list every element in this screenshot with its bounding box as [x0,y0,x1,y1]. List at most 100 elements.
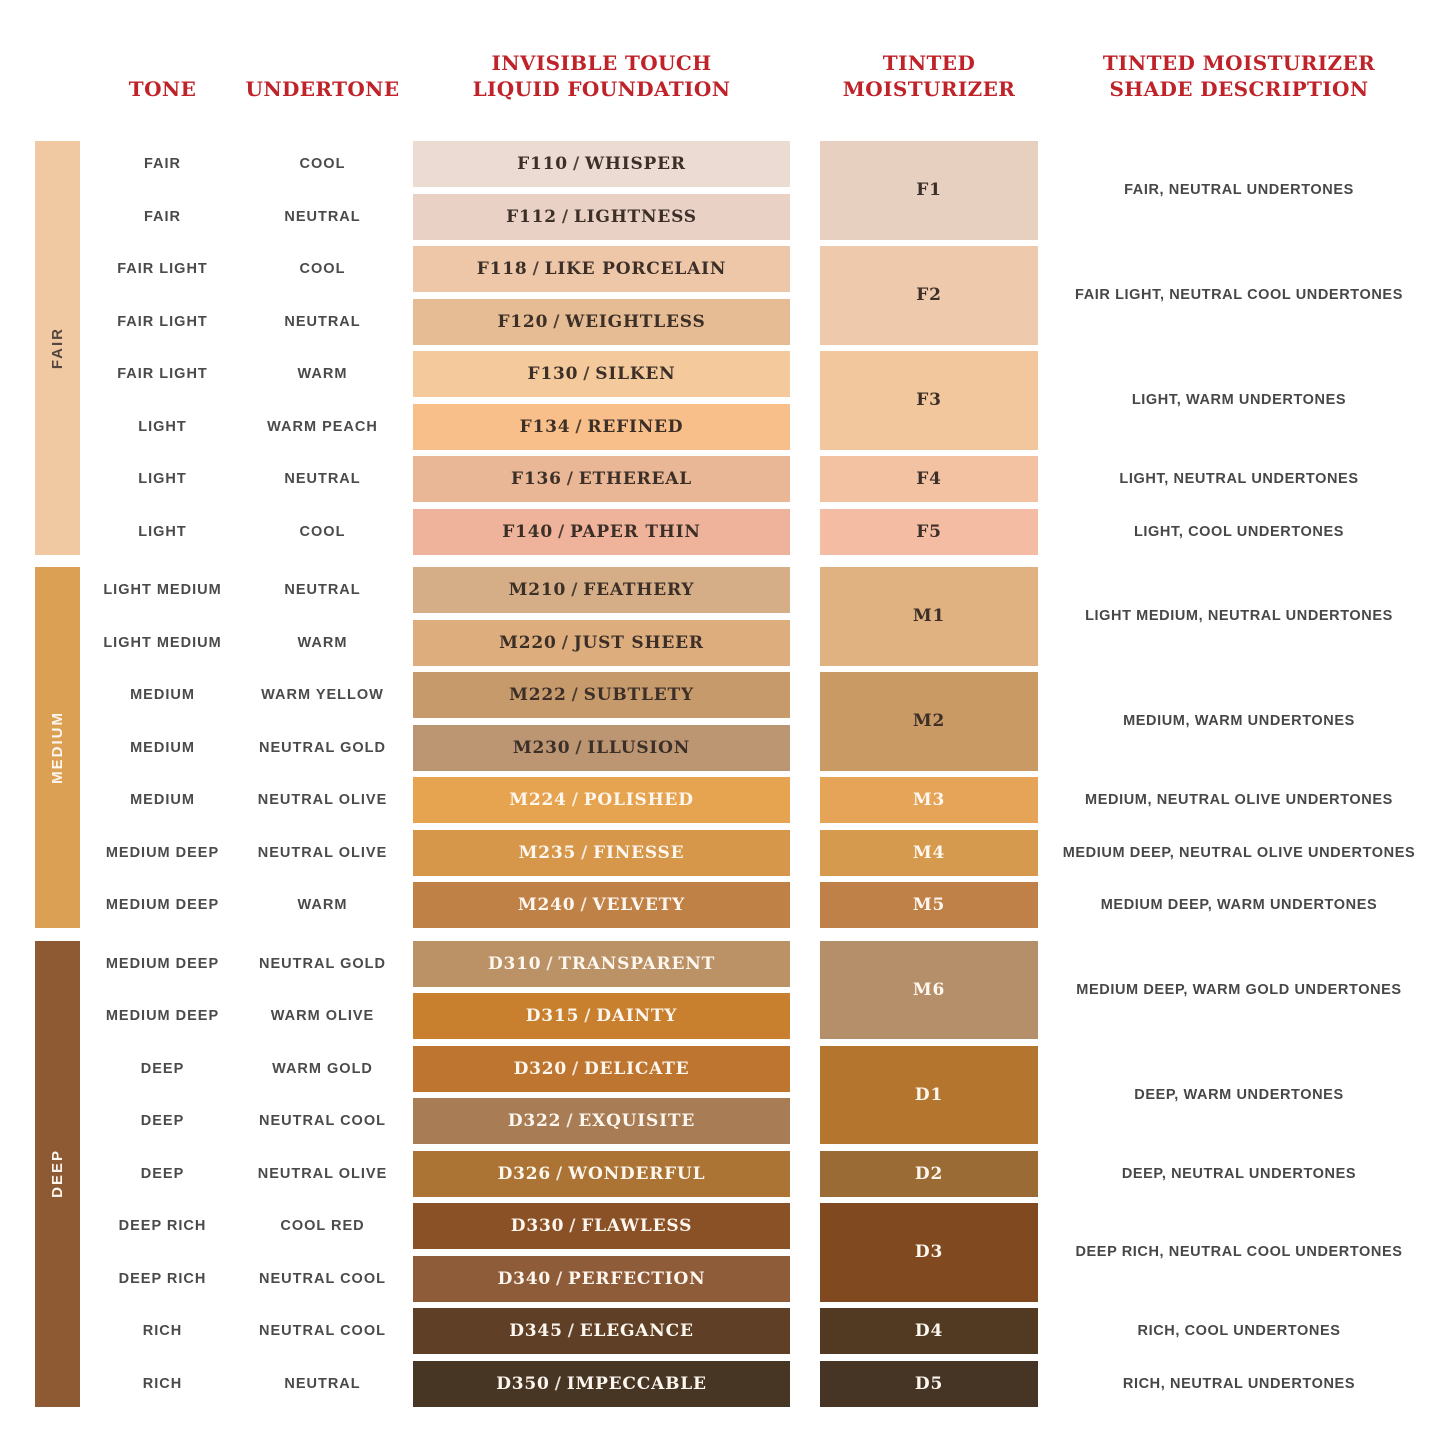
foundation-shade-code: M224 [509,790,567,810]
undertone-label: NEUTRAL [284,582,361,598]
shade-separator: / [572,1058,580,1079]
foundation-shade-name: PAPER THIN [570,521,701,542]
shade-separator: / [569,1216,577,1236]
undertone-cell: WARM [245,351,400,397]
shade-description: LIGHT MEDIUM, NEUTRAL UNDERTONES [1085,608,1393,625]
tone-cell: LIGHT [85,404,240,450]
foundation-shade-code: F110 [517,154,568,174]
undertone-label: COOL RED [280,1218,365,1234]
undertone-cell: COOL RED [245,1203,400,1249]
foundation-shade-name: VELVETY [592,895,686,915]
foundation-shade-code: M240 [517,895,576,915]
column-header-shade-description-line2: SHADE DESCRIPTION [1109,77,1369,101]
tone-label: MEDIUM DEEP [105,955,220,972]
foundation-swatch: F140/PAPER THIN [413,508,790,555]
shade-separator: / [561,206,569,227]
foundation-shade-name: SILKEN [595,364,676,384]
foundation-shade-name: ILLUSION [587,737,691,758]
foundation-swatch: F134/REFINED [413,403,790,450]
undertone-cell: NEUTRAL COOL [245,1256,400,1302]
tone-cell: MEDIUM DEEP [85,941,240,987]
tone-cell: LIGHT MEDIUM [85,620,240,666]
foundation-swatch: D326/WONDERFUL [413,1150,790,1197]
undertone-label: NEUTRAL COOL [259,1323,386,1339]
undertone-label: WARM YELLOW [261,687,384,703]
moisturizer-swatch: F3 [820,351,1038,450]
undertone-cell: WARM [245,620,400,666]
undertone-cell: NEUTRAL [245,1361,400,1407]
shade-description: DEEP, WARM UNDERTONES [1134,1086,1344,1103]
undertone-cell: NEUTRAL [245,567,400,613]
foundation-shade-name: LIGHTNESS [573,206,697,227]
moisturizer-swatch: F2 [820,246,1038,345]
tone-cell: LIGHT [85,456,240,502]
foundation-swatch: F130/SILKEN [413,351,790,397]
undertone-label: NEUTRAL [284,1375,361,1392]
moisturizer-shade-code: D5 [914,1373,944,1394]
foundation-shade-code: M230 [512,737,571,758]
shade-separator: / [567,1321,575,1341]
undertone-label: COOL [299,156,346,172]
moisturizer-swatch: D2 [820,1150,1038,1197]
undertone-cell: NEUTRAL GOLD [245,941,400,987]
column-header-tinted-moisturizer-line1: TINTED [882,51,976,75]
shade-description-cell: MEDIUM DEEP, WARM GOLD UNDERTONES [1058,941,1420,1040]
shade-separator: / [566,1111,574,1131]
tone-cell: MEDIUM [85,725,240,771]
shade-description-cell: LIGHT MEDIUM, NEUTRAL UNDERTONES [1058,567,1420,666]
foundation-swatch: M235/FINESSE [413,829,790,876]
tone-label: FAIR LIGHT [117,366,208,382]
shade-description: MEDIUM, NEUTRAL OLIVE UNDERTONES [1085,792,1393,808]
tone-label: LIGHT MEDIUM [103,634,222,651]
undertone-cell: NEUTRAL GOLD [245,725,400,771]
tone-cell: MEDIUM DEEP [85,993,240,1039]
sidebar-group-medium: MEDIUM [35,567,80,928]
foundation-shade-name: WEIGHTLESS [565,311,706,332]
moisturizer-swatch: F1 [820,141,1038,240]
undertone-label: WARM [297,366,348,382]
shade-separator: / [580,895,588,915]
foundation-shade-code: D310 [487,953,542,974]
shade-description: LIGHT, NEUTRAL UNDERTONES [1119,471,1359,487]
undertone-label: NEUTRAL COOL [259,1113,386,1129]
shade-description: LIGHT, COOL UNDERTONES [1133,523,1345,540]
tone-label: FAIR LIGHT [117,313,208,330]
foundation-swatch: M210/FEATHERY [413,567,790,613]
tone-label: DEEP RICH [118,1270,207,1287]
foundation-shade-name: SUBTLETY [583,685,694,705]
tone-label: MEDIUM [130,792,195,808]
column-header-tinted-moisturizer: TINTED MOISTURIZER [820,50,1038,102]
tone-cell: RICH [85,1361,240,1407]
moisturizer-swatch: M4 [820,829,1038,876]
foundation-shade-code: D315 [525,1006,580,1026]
tone-label: FAIR [143,208,182,225]
shade-separator: / [532,259,540,279]
moisturizer-swatch: M2 [820,672,1038,771]
undertone-label: NEUTRAL GOLD [259,955,386,972]
tone-label: RICH [142,1375,183,1392]
moisturizer-shade-code: M4 [912,842,946,863]
shade-separator: / [571,580,579,600]
foundation-swatch: F112/LIGHTNESS [413,193,790,240]
tone-label: DEEP [140,1113,185,1129]
shade-description-cell: LIGHT, NEUTRAL UNDERTONES [1058,456,1420,502]
undertone-cell: NEUTRAL COOL [245,1098,400,1144]
shade-description: DEEP RICH, NEUTRAL COOL UNDERTONES [1075,1244,1403,1261]
column-header-foundation: INVISIBLE TOUCH LIQUID FOUNDATION [413,50,790,102]
tone-cell: DEEP RICH [85,1203,240,1249]
moisturizer-shade-code: F1 [916,180,942,201]
foundation-shade-name: FINESSE [593,842,685,863]
foundation-shade-name: PERFECTION [568,1268,706,1289]
undertone-label: NEUTRAL OLIVE [257,844,388,861]
foundation-swatch: F136/ETHEREAL [413,456,790,502]
undertone-cell: NEUTRAL OLIVE [245,830,400,876]
foundation-shade-code: D320 [513,1058,567,1079]
tone-label: MEDIUM [130,739,195,756]
foundation-shade-code: F120 [497,311,549,332]
foundation-shade-name: POLISHED [583,790,694,810]
foundation-swatch: M240/VELVETY [413,882,790,928]
moisturizer-swatch: F5 [820,508,1038,555]
tone-label: MEDIUM [130,687,195,703]
undertone-cell: WARM YELLOW [245,672,400,718]
